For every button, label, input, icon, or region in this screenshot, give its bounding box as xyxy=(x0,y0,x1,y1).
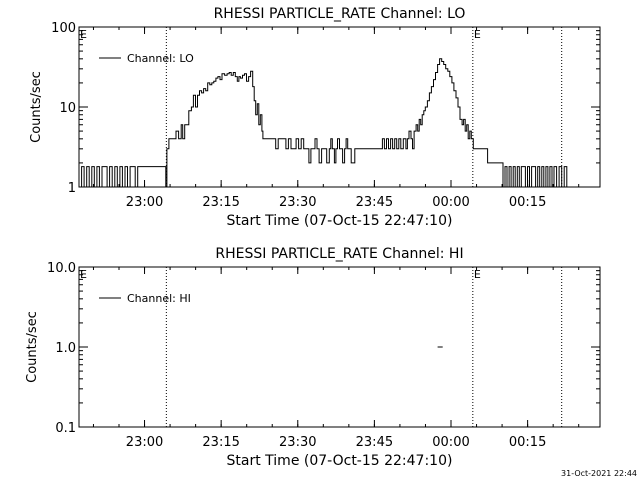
panel-1-legend-label: Channel: LO xyxy=(127,52,194,65)
panel-2-y-tick-label: 1.0 xyxy=(55,341,76,356)
panel-1-marker-label: E xyxy=(474,28,481,41)
panel-1-y-axis-label: Counts/sec xyxy=(29,71,44,143)
panel-2-title: RHESSI PARTICLE_RATE Channel: HI xyxy=(215,246,463,262)
panel-1-plot-frame xyxy=(78,26,601,188)
panel-2-x-tick-label: 00:00 xyxy=(432,435,469,450)
panel-2-legend-label: Channel: HI xyxy=(127,292,191,305)
panel-2-x-tick-label: 23:00 xyxy=(126,435,163,450)
panel-1-x-tick-label: 00:15 xyxy=(509,195,546,210)
panel-1-y-tick-label: 100 xyxy=(51,21,76,36)
panel-1-x-tick-label: 23:45 xyxy=(356,195,393,210)
panel-1-x-tick-label: 23:30 xyxy=(279,195,316,210)
panel-1-axis-marker-label: E xyxy=(80,28,87,41)
panel-2-y-axis-label: Counts/sec xyxy=(25,311,40,383)
panel-1-y-tick-label: 1 xyxy=(68,181,76,196)
panel-1-x-tick-label: 23:15 xyxy=(202,195,239,210)
panel-1-x-tick-label: 00:00 xyxy=(432,195,469,210)
panel-1-series-line xyxy=(79,58,568,188)
panel-2-marker-label: E xyxy=(474,268,481,281)
panel-2-axis-marker-label: E xyxy=(80,268,87,281)
panel-2-y-tick-label: 10.0 xyxy=(47,261,76,276)
panel-2-plot-frame xyxy=(78,266,601,428)
panel-1-x-tick-label: 23:00 xyxy=(126,195,163,210)
panel-2-y-tick-label: 0.1 xyxy=(55,421,76,436)
panel-2-x-axis-label: Start Time (07-Oct-15 22:47:10) xyxy=(227,453,453,469)
panel-2-x-tick-label: 00:15 xyxy=(509,435,546,450)
panel-1-title: RHESSI PARTICLE_RATE Channel: LO xyxy=(214,6,466,22)
footer-timestamp: 31-Oct-2021 22:44 xyxy=(561,469,637,478)
panel-2-x-tick-label: 23:45 xyxy=(356,435,393,450)
panel-1-x-axis-label: Start Time (07-Oct-15 22:47:10) xyxy=(227,213,453,229)
panel-1-y-tick-label: 10 xyxy=(59,101,76,116)
panel-2-x-tick-label: 23:15 xyxy=(202,435,239,450)
panel-2-x-tick-label: 23:30 xyxy=(279,435,316,450)
